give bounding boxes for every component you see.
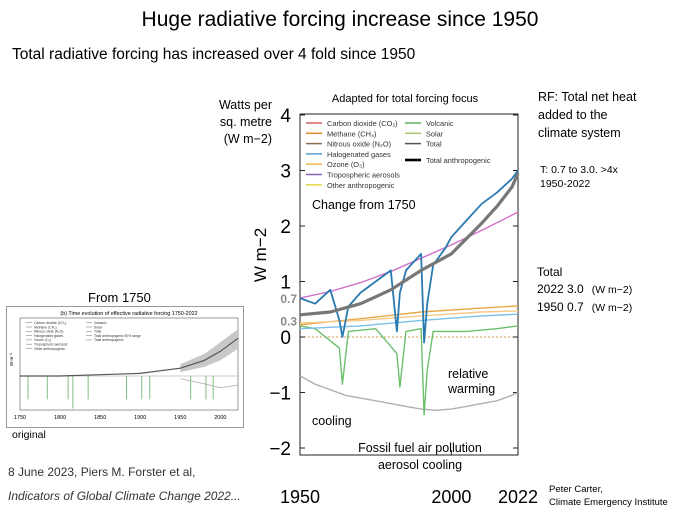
inset-legend-label: Volcanic: [94, 321, 107, 325]
series-line: [299, 325, 519, 416]
y-tick-label: 4: [280, 106, 291, 127]
inset-border: [6, 306, 244, 428]
inset-legend-label: Halogenated gases: [34, 334, 64, 338]
annotation-cooling: cooling: [312, 414, 352, 428]
inset-legend-label: Total: [94, 330, 101, 334]
page-title: Huge radiative forcing increase since 19…: [141, 8, 539, 31]
total-title: Total: [537, 265, 563, 279]
inset-legend-label: Ozone (O₃): [34, 338, 51, 342]
marked-value-label: 0.7: [280, 292, 297, 306]
inset-x-tick-label: 1950: [174, 415, 186, 421]
legend-label: Nitrous oxide (N₂O): [327, 140, 391, 149]
annotation-relative: relative: [448, 367, 488, 381]
author-credit: Peter Carter, Climate Emergency Institut…: [549, 484, 668, 508]
inset-aerosol-line: [180, 378, 239, 389]
series-line: [299, 172, 520, 317]
series-line: [299, 169, 519, 344]
y-tick-label: 2: [280, 217, 291, 238]
total-unit-2022: (W m−2): [591, 284, 633, 296]
inset-legend-label: Total anthropogenic: [94, 338, 124, 342]
y-tick-label: 3: [280, 162, 291, 183]
inset-legend-label: Other anthropogenic: [34, 347, 65, 351]
y-tick-label: 1: [280, 273, 291, 294]
inset-x-tick-label: 1900: [134, 415, 146, 421]
legend-label: Tropospheric aerosols: [327, 171, 400, 180]
rf-change-note: T: 0.7 to 3.0. >4x 1950-2022: [540, 164, 618, 190]
series-line: [299, 375, 519, 411]
inset-legend-label: Tropospheric aerosols: [34, 343, 68, 347]
plot-frame: [299, 113, 519, 456]
inset-title: (b) Time evolution of effective radiativ…: [60, 311, 197, 317]
y-axis-title: W m−2: [251, 228, 270, 282]
inset-x-tick-label: 1800: [54, 415, 66, 421]
marked-value-label: 0.3: [280, 314, 297, 328]
original-label: original: [12, 429, 46, 441]
legend-label: Methane (CH₄): [327, 129, 376, 138]
total-unit-1950: (W m−2): [591, 302, 633, 314]
total-2022: 2022 3.0: [537, 282, 584, 296]
citation-line-1: 8 June 2023, Piers M. Forster et al,: [8, 465, 196, 479]
x-tick-label: 1950: [280, 487, 320, 507]
y-tick-label: −1: [269, 384, 291, 405]
page-subtitle: Total radiative forcing has increased ov…: [12, 46, 416, 63]
legend-label: Other anthropogenic: [327, 181, 395, 190]
inset-legend-label: Solar: [94, 325, 103, 329]
original-inset-chart: (b) Time evolution of effective radiativ…: [6, 306, 244, 428]
legend-label: Solar: [426, 129, 444, 138]
legend-label: Carbon dioxide (CO₂): [327, 119, 398, 128]
legend-label: Volcanic: [426, 119, 454, 128]
annotation-warming: warming: [447, 382, 495, 396]
total-values: Total 2022 3.0 (W m−2) 1950 0.7 (W m−2): [537, 264, 632, 317]
total-1950: 1950 0.7: [537, 300, 584, 314]
annotation-aerosol-cooling: aerosol cooling: [378, 458, 462, 472]
annotation-fossil-fuel: Fossil fuel air pollution: [358, 441, 482, 455]
inset-y-label: W m⁻²: [9, 352, 14, 366]
inset-uncertainty-band: [180, 329, 238, 373]
inset-legend-label: Carbon dioxide (CO₂): [34, 321, 66, 325]
from-1750-label: From 1750: [88, 290, 151, 305]
inset-legend-label: Methane (CH₄): [34, 325, 57, 329]
inset-x-tick-label: 1850: [94, 415, 106, 421]
inset-plot-frame: [19, 317, 239, 411]
x-tick-label: 2000: [431, 487, 471, 507]
legend-label: Total anthropogenic: [426, 156, 491, 165]
inset-legend-label: Total anthropogenic 90% range: [94, 334, 141, 338]
legend-label: Halogenated gases: [327, 150, 391, 159]
legend-label: Total: [426, 140, 442, 149]
chart-title: Adapted for total forcing focus: [332, 93, 479, 105]
y-units-label: Watts per sq. metre (W m−2): [218, 98, 272, 146]
inset-x-tick-label: 2000: [214, 415, 226, 421]
inset-total-line: [20, 337, 239, 377]
inset-legend-label: Nitrous oxide (N₂O): [34, 330, 63, 334]
inset-x-tick-label: 1750: [14, 415, 26, 421]
citation-line-2: Indicators of Global Climate Change 2022…: [8, 489, 241, 503]
rf-note: RF: Total net heat added to the climate …: [538, 90, 637, 140]
legend-label: Ozone (O₃): [327, 160, 365, 169]
x-tick-label: 2022: [498, 487, 538, 507]
y-tick-label: −2: [269, 439, 291, 460]
series-line: [299, 211, 519, 299]
y-tick-label: 0: [280, 328, 291, 349]
annotation-change-from-1750: Change from 1750: [312, 198, 416, 212]
